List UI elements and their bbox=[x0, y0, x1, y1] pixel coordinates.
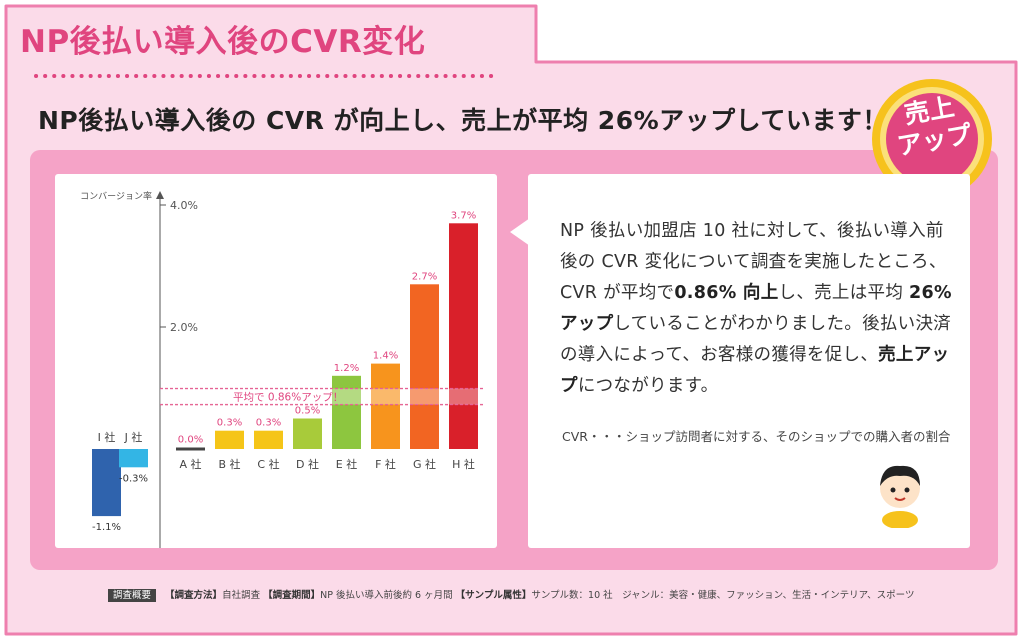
category-label: H 社 bbox=[452, 457, 475, 471]
category-label: I 社 bbox=[98, 430, 116, 444]
badge-medal-icon bbox=[872, 79, 992, 199]
footer-sample: サンプル数：10 社 ジャンル：美容・健康、ファッション、生活・インテリア、スポ… bbox=[531, 590, 915, 601]
chart-bar bbox=[449, 223, 478, 449]
chart-bar bbox=[371, 363, 400, 449]
desc-part-2: し、売上は平均 bbox=[778, 283, 904, 303]
footer-tag: 調査概要 bbox=[108, 589, 157, 602]
category-label: G 社 bbox=[413, 457, 436, 471]
category-label: B 社 bbox=[218, 457, 240, 471]
description-text: NP 後払い加盟店 10 社に対して、後払い導入前後の CVR 変化について調査… bbox=[560, 216, 960, 402]
category-label: J 社 bbox=[124, 430, 143, 444]
chart-bar bbox=[92, 449, 121, 517]
footer-period: NP 後払い導入前後約 6 ヶ月間 bbox=[320, 590, 453, 601]
footer-method-label: 【調査方法】 bbox=[165, 590, 223, 601]
footer-period-label: 【調査期間】 bbox=[263, 590, 321, 601]
chart-bar bbox=[215, 430, 244, 449]
chart-bar bbox=[119, 449, 148, 468]
bar-value-label: 3.7% bbox=[451, 210, 476, 221]
page-title: NP後払い導入後のCVR変化 bbox=[20, 24, 426, 60]
chart-bar bbox=[332, 375, 361, 449]
y-tick-label: 4.0% bbox=[170, 199, 198, 212]
desc-part-3: していることがわかりました。後払い決済の導入によって、お客様の獲得を促し、 bbox=[560, 314, 952, 365]
bar-value-label: 0.5% bbox=[295, 406, 320, 417]
bar-value-label: 1.4% bbox=[373, 351, 398, 362]
category-label: A 社 bbox=[179, 457, 201, 471]
bar-value-label: -0.3% bbox=[119, 473, 148, 484]
footer-method: 自社調査 bbox=[222, 590, 261, 601]
category-label: D 社 bbox=[296, 457, 319, 471]
y-tick-label: 2.0% bbox=[170, 321, 198, 334]
category-label: F 社 bbox=[375, 457, 396, 471]
survey-footer: 調査概要 【調査方法】自社調査 【調査期間】NP 後払い導入前後約 6 ヶ月間 … bbox=[108, 587, 915, 602]
bar-value-label: -1.1% bbox=[92, 522, 121, 533]
footer-sample-label: 【サンプル属性】 bbox=[455, 590, 532, 601]
desc-part-1: NP 後払い加盟店 10 社に対して、後払い導入前後の CVR 変化について調査… bbox=[560, 221, 947, 303]
headline: NP後払い導入後の CVR が向上し、売上が平均 26%アップしています！ bbox=[38, 106, 888, 135]
bar-value-label: 1.2% bbox=[334, 363, 359, 374]
mascot-icon bbox=[880, 465, 920, 528]
average-band bbox=[160, 388, 485, 405]
chart-bar bbox=[254, 430, 283, 449]
chart-bar bbox=[410, 284, 439, 449]
bar-value-label: 0.0% bbox=[178, 435, 203, 446]
bar-value-label: 0.3% bbox=[217, 418, 242, 429]
desc-bold-3: 売上アップ bbox=[560, 345, 950, 396]
bar-value-label: 2.7% bbox=[412, 271, 437, 282]
chart-bar bbox=[293, 418, 322, 449]
category-label: E 社 bbox=[336, 457, 357, 471]
bar-value-label: 0.3% bbox=[256, 418, 281, 429]
speech-pointer bbox=[510, 218, 530, 246]
desc-bold-1: 0.86% 向上 bbox=[674, 283, 779, 303]
average-label: 平均で 0.86%アップ！ bbox=[233, 392, 343, 404]
y-axis-label: コンバージョン率 bbox=[80, 190, 152, 202]
category-label: C 社 bbox=[257, 457, 279, 471]
cvr-note: CVR・・・ショップ訪問者に対する、そのショップでの購入者の割合 bbox=[562, 429, 951, 444]
chart-bar bbox=[176, 447, 205, 451]
desc-bold-2: 26%アップ bbox=[560, 283, 952, 334]
y-axis-arrow-icon bbox=[156, 191, 164, 199]
desc-part-4: につながります。 bbox=[577, 376, 719, 396]
